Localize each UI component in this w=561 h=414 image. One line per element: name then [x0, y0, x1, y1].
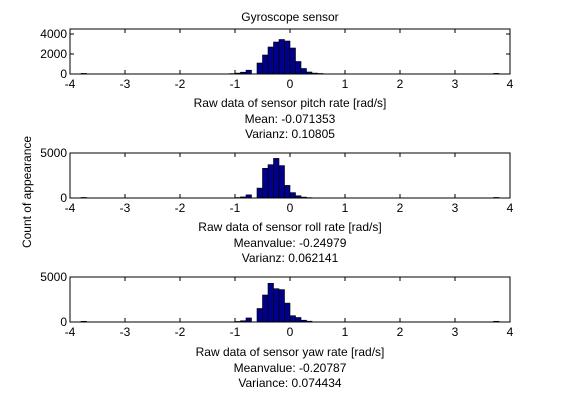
subplot-yaw: -4 -3 -2 -1 0 1 2 3 4 0 5000 Raw data of sensor y…	[40, 270, 513, 390]
y-axis-label: Count of appearance	[20, 136, 34, 248]
x-tick-label: 1	[342, 201, 349, 215]
histogram-bar-roll-4	[256, 187, 263, 199]
x-tick-label: -2	[175, 201, 186, 215]
y-tick-label: 5000	[40, 146, 67, 160]
histogram-bar-pitch-4	[245, 69, 252, 75]
x-tick-label: -1	[230, 77, 241, 91]
y-tick-label: 0	[60, 315, 67, 329]
x-tick-label: 0	[287, 325, 294, 339]
histogram-bar-pitch-6	[262, 54, 269, 75]
plot-frame-roll	[69, 152, 511, 199]
histogram-bar-pitch-7	[267, 46, 274, 75]
x-tick-label: -2	[175, 325, 186, 339]
histogram-bar-yaw-6	[267, 282, 274, 323]
x-axis-label-pitch: Raw data of sensor pitch rate [rad/s]	[194, 96, 387, 110]
plot-frame-pitch	[69, 28, 511, 75]
x-ticks-yaw: -4 -3 -2 -1 0 1 2 3 4	[65, 277, 514, 339]
x-tick-label: 4	[507, 325, 514, 339]
y-tick-label: 5000	[40, 270, 67, 284]
histogram-bar-yaw-11	[295, 317, 302, 323]
x-tick-label: 1	[342, 77, 349, 91]
histogram-bar-roll-6	[267, 164, 274, 199]
stat-mean-roll: Meanvalue: -0.24979	[234, 236, 347, 250]
stat-mean-yaw: Meanvalue: -0.20787	[234, 361, 347, 375]
x-tick-label: -4	[65, 201, 76, 215]
stat-variance-pitch: Varianz: 0.10805	[245, 127, 335, 141]
x-tick-label: 2	[397, 201, 404, 215]
x-tick-label: 2	[397, 77, 404, 91]
histogram-bar-roll-8	[278, 165, 285, 199]
x-ticks-pitch: -4 -3 -2 -1 0 1 2 3 4	[65, 29, 514, 91]
x-tick-label: -3	[120, 77, 131, 91]
histogram-bar-pitch-10	[284, 40, 291, 75]
histogram-bar-pitch-5	[256, 62, 263, 75]
histogram-bar-pitch-13	[300, 68, 307, 75]
histogram-bar-pitch-11	[289, 47, 296, 75]
histogram-bar-yaw-4	[256, 308, 263, 323]
x-tick-label: -4	[65, 77, 76, 91]
x-tick-label: -1	[230, 325, 241, 339]
x-axis-label-roll: Raw data of sensor roll rate [rad/s]	[198, 220, 381, 234]
x-tick-label: 2	[397, 325, 404, 339]
y-tick-label: 2000	[40, 47, 67, 61]
subplot-roll: -4 -3 -2 -1 0 1 2 3 4 0 5000 Raw data of sensor r…	[40, 146, 513, 265]
histogram-bar-yaw-7	[273, 288, 280, 323]
subplot-pitch: -4 -3 -2 -1 0 1 2 3 4 0 2000 4000 Raw data of sens…	[40, 27, 513, 141]
x-tick-label: 0	[287, 77, 294, 91]
histogram-bar-yaw-10	[289, 315, 296, 323]
histogram-bar-yaw-5	[262, 294, 269, 323]
x-tick-label: 3	[452, 77, 459, 91]
chart-title: Gyroscope sensor	[241, 10, 338, 24]
histogram-bar-yaw-9	[284, 302, 291, 323]
x-tick-label: 0	[287, 201, 294, 215]
histogram-bar-pitch-8	[273, 41, 280, 75]
y-tick-label: 0	[60, 67, 67, 81]
stat-variance-yaw: Variance: 0.074434	[238, 376, 342, 390]
stat-mean-pitch: Mean: -0.071353	[245, 112, 336, 126]
histogram-bar-roll-5	[262, 168, 269, 199]
x-tick-label: 4	[507, 77, 514, 91]
histogram-bar-yaw-8	[278, 289, 285, 323]
bars-yaw	[80, 282, 500, 323]
histogram-bar-pitch-9	[278, 39, 285, 75]
histogram-bar-roll-9	[284, 185, 291, 199]
y-tick-label: 4000	[40, 27, 67, 41]
plot-frame-yaw	[69, 276, 511, 323]
histogram-bar-roll-10	[289, 192, 296, 199]
y-ticks-pitch: 0 2000 4000	[40, 27, 510, 81]
histogram-bar-roll-7	[273, 158, 280, 199]
x-ticks-roll: -4 -3 -2 -1 0 1 2 3 4	[65, 153, 514, 215]
x-tick-label: 1	[342, 325, 349, 339]
x-tick-label: -1	[230, 201, 241, 215]
stat-variance-roll: Varianz: 0.062141	[242, 251, 339, 265]
histogram-bar-yaw-3	[245, 317, 252, 323]
x-tick-label: -4	[65, 325, 76, 339]
x-tick-label: -3	[120, 325, 131, 339]
histogram-bar-pitch-12	[295, 61, 302, 75]
x-tick-label: -2	[175, 77, 186, 91]
y-tick-label: 0	[60, 191, 67, 205]
x-axis-label-yaw: Raw data of sensor yaw rate [rad/s]	[196, 345, 385, 359]
x-tick-label: 3	[452, 201, 459, 215]
x-tick-label: 3	[452, 325, 459, 339]
x-tick-label: 4	[507, 201, 514, 215]
x-tick-label: -3	[120, 201, 131, 215]
